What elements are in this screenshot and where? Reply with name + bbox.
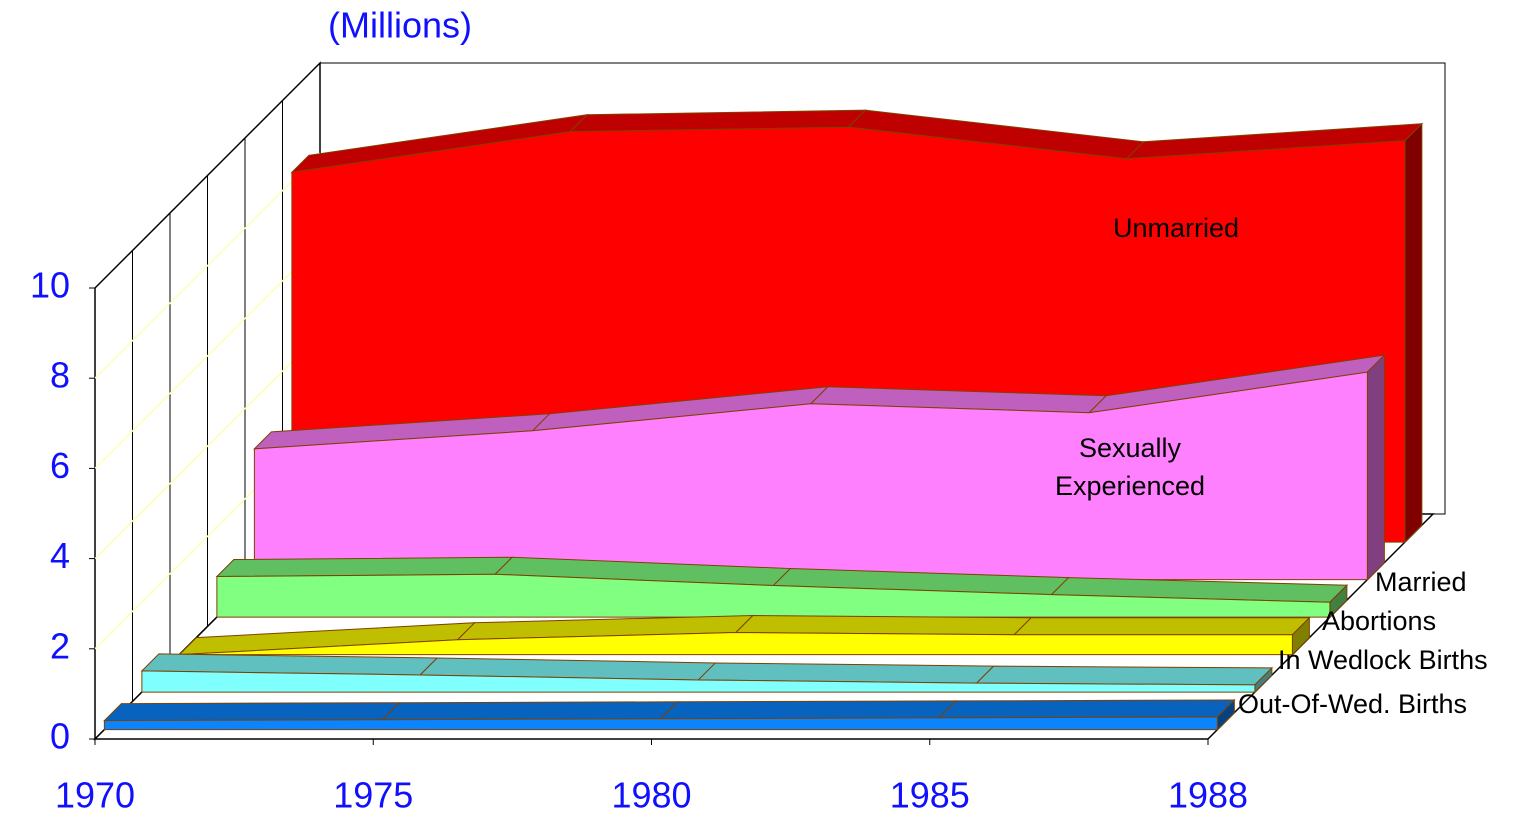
area-top [734,615,1033,636]
grid-line [94,242,321,469]
y-axis-label: (Millions) [328,5,472,46]
series-label: Unmarried [1113,213,1240,243]
area-top [659,700,958,720]
series-label: Abortions [1322,606,1437,636]
x-tick-label: 1975 [333,775,413,816]
area-top [103,702,401,722]
y-tick-label: 2 [50,625,70,666]
series-label: In Wedlock Births [1278,645,1488,675]
area [103,716,1218,731]
area [179,632,1293,656]
area-side [1366,353,1385,581]
grid-line [94,333,321,560]
area-top [937,699,1236,719]
area [216,573,1331,618]
y-tick-label: 6 [50,445,70,486]
y-tick-label: 4 [50,535,70,576]
area-top [381,701,680,721]
x-tick-label: 1980 [611,775,691,816]
y-tick-label: 0 [50,716,70,757]
x-tick-label: 1988 [1168,775,1248,816]
series-label: Sexually Experienced [1054,433,1206,501]
series-label: Married [1375,567,1467,597]
x-tick-label: 1970 [55,775,135,816]
grid-line [94,152,321,379]
area-top [215,556,514,578]
y-tick-label: 10 [30,265,70,306]
area-side [1404,122,1423,544]
area [141,670,1256,693]
series-label: Out-Of-Wed. Births [1238,689,1468,719]
x-tick-label: 1985 [890,775,970,816]
area-top [975,665,1274,686]
y-tick-label: 8 [50,355,70,396]
area-top [1012,617,1311,636]
